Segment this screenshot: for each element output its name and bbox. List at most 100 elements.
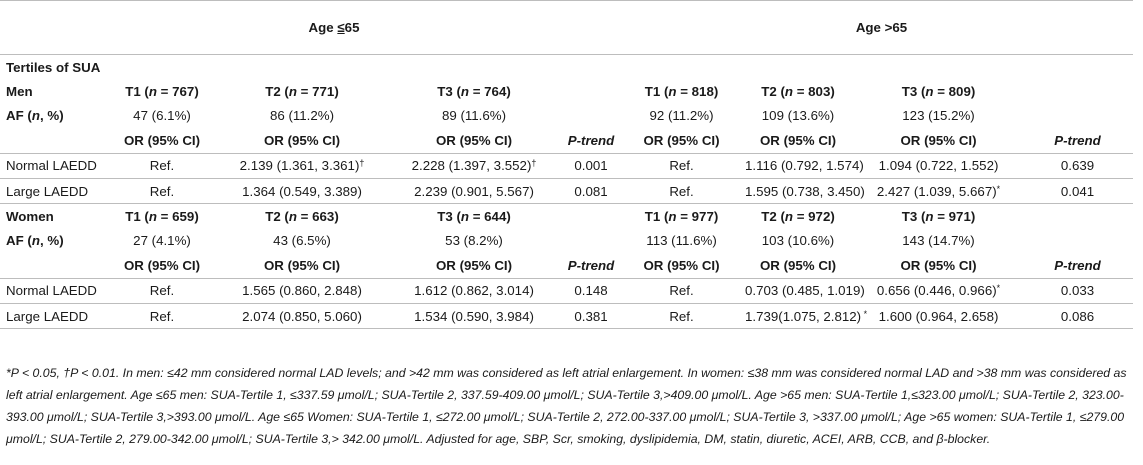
or-value: 1.612 (0.862, 3.014) bbox=[388, 278, 561, 304]
n-symbol: n bbox=[288, 84, 297, 100]
cell-value: Ref. bbox=[149, 308, 175, 324]
cell-value: 1.364 (0.549, 3.389) bbox=[242, 183, 362, 199]
cell-value: Ref. bbox=[669, 308, 694, 324]
tertile-count: = 809) bbox=[933, 84, 976, 100]
tertile-header: T3 (n = 764) bbox=[388, 79, 560, 103]
cell-value: 2.228 (1.397, 3.552) bbox=[411, 158, 532, 174]
af-value: 109 (13.6%) bbox=[761, 108, 835, 124]
significance-mark: * bbox=[996, 283, 1001, 294]
or-header: OR (95% CI) bbox=[388, 128, 561, 154]
age-low-header: Age ≤65 bbox=[108, 0, 561, 55]
n-symbol: n bbox=[668, 84, 677, 100]
or-value: Ref. bbox=[622, 178, 742, 205]
or-value: 0.656 (0.446, 0.966)* bbox=[855, 278, 1023, 304]
or-value: Ref. bbox=[622, 303, 742, 330]
tertile-header: T3 (n = 809) bbox=[855, 79, 1022, 103]
n-symbol: n bbox=[460, 84, 469, 100]
cell-value: 0.033 bbox=[1060, 283, 1095, 299]
or-value: 1.565 (0.860, 2.848) bbox=[216, 278, 388, 304]
cell-value: 1.595 (0.738, 3.450) bbox=[745, 183, 865, 199]
footnote: *P < 0.05, †P < 0.01. In men: ≤42 mm con… bbox=[6, 366, 1127, 446]
or-header: OR (95% CI) bbox=[108, 128, 216, 154]
row-label: Normal LAEDD bbox=[0, 278, 108, 304]
cell-value: 0.086 bbox=[1060, 308, 1095, 324]
or-header: OR (95% CI) bbox=[216, 128, 388, 154]
or-value: Ref. bbox=[622, 153, 742, 179]
or-header: OR (95% CI) bbox=[108, 253, 216, 279]
spacer-cell bbox=[1022, 79, 1133, 103]
n-symbol: n bbox=[148, 209, 157, 225]
cell-value: 2.074 (0.850, 5.060) bbox=[242, 308, 362, 324]
tertile-count: = 971) bbox=[933, 209, 976, 225]
spacer-cell bbox=[1022, 204, 1133, 229]
or-value: Ref. bbox=[108, 303, 216, 330]
ptrend-header: P-trend bbox=[1022, 128, 1134, 154]
cell-value: Ref. bbox=[669, 283, 694, 299]
age-high-header: Age >65 bbox=[741, 0, 1023, 55]
or-value: 1.364 (0.549, 3.389) bbox=[216, 178, 388, 205]
or-header: OR (95% CI) bbox=[741, 253, 856, 279]
women-data-row: Normal LAEDD Ref. 1.565 (0.860, 2.848) 1.61… bbox=[0, 278, 1134, 304]
spacer-cell bbox=[0, 253, 108, 279]
tertile-header: T2 (n = 663) bbox=[216, 204, 388, 229]
or-value: Ref. bbox=[622, 278, 742, 304]
spacer-cell bbox=[560, 229, 622, 253]
or-value: 1.534 (0.590, 3.984) bbox=[388, 303, 561, 330]
spacer-cell bbox=[1022, 104, 1133, 128]
tertile-name: T1 ( bbox=[644, 209, 669, 225]
top-rule bbox=[0, 0, 1133, 1]
significance-mark: * bbox=[996, 183, 1001, 194]
tertile-count: = 972) bbox=[793, 209, 835, 225]
women-or-header-row: OR (95% CI) OR (95% CI) OR (95% CI) P-trend… bbox=[0, 253, 1134, 279]
women-label: Women bbox=[6, 209, 54, 225]
cell-value: 1.094 (0.722, 1.552) bbox=[878, 158, 999, 174]
cell-value: Ref. bbox=[149, 283, 175, 299]
or-header: OR (95% CI) bbox=[622, 253, 742, 279]
tertile-header: T3 (n = 971) bbox=[855, 204, 1022, 229]
or-header: OR (95% CI) bbox=[216, 253, 388, 279]
or-value: 2.239 (0.901, 5.567) bbox=[388, 178, 561, 205]
or-value: 1.739(1.075, 2.812) * bbox=[741, 303, 867, 330]
cell-value: 1.739(1.075, 2.812) bbox=[745, 308, 862, 324]
tertile-header: T1 (n = 767) bbox=[108, 79, 216, 103]
cell-value: 0.639 bbox=[1060, 158, 1095, 174]
tertile-count: = 659) bbox=[156, 209, 199, 225]
ptrend-value: 0.086 bbox=[1022, 303, 1134, 330]
tertile-header: T2 (n = 972) bbox=[741, 204, 855, 229]
tertile-name: T3 ( bbox=[901, 209, 926, 225]
af-value: 123 (15.2%) bbox=[902, 108, 975, 124]
spacer-cell bbox=[560, 104, 622, 128]
cell-value: 0.081 bbox=[574, 183, 608, 199]
cell-value: 0.001 bbox=[574, 158, 608, 174]
ptrend-value: 0.639 bbox=[1022, 153, 1134, 179]
af-value: 143 (14.7%) bbox=[902, 233, 975, 249]
spacer-cell bbox=[560, 79, 622, 103]
tertile-name: T2 ( bbox=[265, 84, 289, 100]
tertile-count: = 764) bbox=[469, 84, 511, 100]
women-data-row: Large LAEDD Ref. 2.074 (0.850, 5.060) 1.534… bbox=[0, 303, 1134, 330]
cell-value: 1.534 (0.590, 3.984) bbox=[414, 308, 534, 324]
af-value: 92 (11.2%) bbox=[649, 108, 714, 124]
significance-mark: † bbox=[359, 158, 365, 169]
or-value: 2.427 (1.039, 5.667)* bbox=[855, 178, 1023, 205]
cell-value: 1.116 (0.792, 1.574) bbox=[745, 158, 864, 174]
af-label-text: , %) bbox=[39, 108, 64, 124]
cell-value: 0.041 bbox=[1060, 183, 1095, 199]
n-symbol: n bbox=[925, 209, 934, 225]
men-or-header-row: OR (95% CI) OR (95% CI) OR (95% CI) P-trend… bbox=[0, 128, 1134, 154]
ptrend-header: P-trend bbox=[560, 253, 623, 279]
men-tertile-row: Men T1 (n = 767) T2 (n = 771) T3 (n = 764) T… bbox=[0, 79, 1133, 103]
or-header: OR (95% CI) bbox=[388, 253, 561, 279]
n-symbol: n bbox=[784, 209, 793, 225]
tertile-name: T3 ( bbox=[437, 209, 461, 225]
af-value: 43 (6.5%) bbox=[273, 233, 331, 249]
significance-mark: † bbox=[531, 158, 537, 169]
n-symbol: n bbox=[925, 84, 934, 100]
or-value: 1.094 (0.722, 1.552) bbox=[855, 153, 1023, 179]
af-value: 103 (10.6%) bbox=[761, 233, 835, 249]
n-symbol: n bbox=[148, 84, 157, 100]
tertile-name: T3 ( bbox=[437, 84, 461, 100]
af-label-text: AF ( bbox=[6, 108, 32, 124]
significance-mark: * bbox=[861, 308, 868, 319]
